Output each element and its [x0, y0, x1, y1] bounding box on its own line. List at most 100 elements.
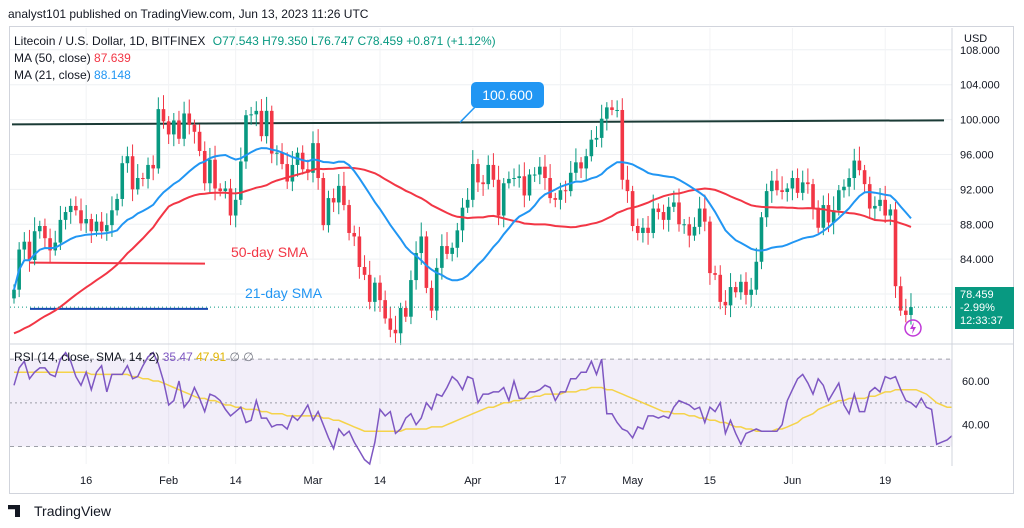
- candle-body: [37, 225, 42, 232]
- candle-body: [754, 261, 759, 290]
- candle-body: [816, 207, 820, 228]
- candle-body: [646, 227, 650, 233]
- candle-body: [58, 219, 63, 243]
- candle-body: [63, 212, 68, 220]
- candle-body: [326, 198, 331, 226]
- candle-body: [244, 115, 248, 162]
- candle-body: [635, 225, 640, 233]
- candle-body: [728, 287, 733, 306]
- resistance-callout: 100.600: [471, 82, 544, 108]
- alert-icon-bolt: [910, 322, 916, 334]
- chart-frame: [9, 26, 1014, 494]
- candle-body: [172, 120, 176, 135]
- candle-body: [264, 110, 269, 137]
- candle-body: [589, 139, 594, 157]
- time-tick-label: 19: [879, 475, 891, 487]
- candle-body: [208, 159, 212, 184]
- time-tick-label: 17: [554, 475, 566, 487]
- candle-body: [388, 318, 393, 330]
- time-tick-label: May: [622, 475, 643, 487]
- candle-body: [517, 176, 521, 179]
- candle-body: [141, 178, 145, 180]
- candle-body: [821, 205, 826, 228]
- candle-body: [677, 202, 681, 225]
- candle-body: [656, 208, 661, 213]
- time-tick-label: Apr: [464, 475, 481, 487]
- candle-body: [625, 179, 630, 192]
- sma50-annotation: 50-day SMA: [231, 244, 309, 260]
- time-tick-label: Mar: [304, 475, 323, 487]
- candle-body: [12, 289, 16, 299]
- candle-body: [94, 221, 99, 232]
- candle-body: [373, 282, 377, 302]
- candle-body: [553, 198, 558, 200]
- tradingview-logo-icon: [8, 505, 20, 517]
- candle-body: [687, 224, 692, 236]
- candle-body: [146, 164, 150, 179]
- candle-body: [512, 178, 516, 180]
- candle-body: [192, 124, 197, 132]
- candle-body: [367, 274, 372, 302]
- publish-info: analyst101 published on TradingView.com,…: [8, 7, 369, 21]
- candles: [12, 95, 913, 346]
- candle-body: [429, 287, 434, 311]
- time-tick-label: 14: [374, 475, 386, 487]
- candle-body: [393, 329, 398, 334]
- candle-body: [708, 221, 712, 274]
- candle-body: [32, 231, 37, 261]
- candle-body: [584, 156, 589, 169]
- candle-body: [651, 208, 656, 233]
- candle-body: [749, 289, 753, 295]
- candle-body: [177, 120, 181, 139]
- candle-body: [811, 184, 815, 208]
- ma50-line: [13, 166, 912, 335]
- rsi-legend: RSI (14, close, SMA, 14, 2) 35.47 47.91 …: [14, 350, 254, 364]
- candle-body: [357, 236, 362, 267]
- candle-body: [115, 198, 119, 211]
- candle-body: [904, 310, 908, 315]
- candle-body: [68, 205, 73, 213]
- candle-body: [532, 174, 537, 176]
- candle-body: [852, 160, 857, 179]
- candle-body: [269, 110, 274, 154]
- candle-body: [79, 210, 83, 224]
- candle-body: [285, 164, 290, 182]
- ma21-label: MA (21, close): [14, 68, 91, 82]
- candle-body: [53, 242, 58, 251]
- candle-body: [605, 107, 609, 119]
- candle-body: [331, 198, 336, 203]
- last-price-tag: 78.459 -2.99% 12:33:37: [955, 287, 1014, 329]
- candle-body: [48, 238, 52, 251]
- candle-body: [847, 178, 851, 187]
- candle-body: [455, 230, 460, 248]
- moving-averages: [13, 147, 912, 335]
- candle-body: [460, 207, 465, 231]
- time-tick-label: Jun: [784, 475, 802, 487]
- candle-body: [883, 199, 887, 216]
- candle-body: [352, 232, 357, 237]
- candle-body: [878, 199, 882, 206]
- candle-body: [909, 307, 913, 315]
- candle-body: [713, 273, 717, 275]
- candle-body: [543, 166, 547, 179]
- candle-body: [873, 205, 877, 209]
- candle-body: [888, 209, 893, 216]
- candle-body: [522, 176, 527, 196]
- candle-body: [362, 266, 367, 275]
- candle-body: [74, 205, 78, 211]
- candle-body: [213, 159, 217, 189]
- candle-body: [110, 210, 114, 226]
- candle-body: [481, 182, 485, 185]
- candle-body: [290, 164, 295, 182]
- rsi-sma-value: 47.91: [196, 350, 227, 364]
- footer-brand[interactable]: TradingView: [34, 503, 112, 519]
- candle-body: [259, 110, 264, 137]
- time-tick-label: 16: [80, 475, 92, 487]
- candle-body: [496, 179, 501, 216]
- candle-body: [574, 162, 578, 173]
- candle-body: [898, 286, 903, 311]
- price-change: -2.99%: [960, 302, 995, 314]
- candle-body: [718, 274, 723, 302]
